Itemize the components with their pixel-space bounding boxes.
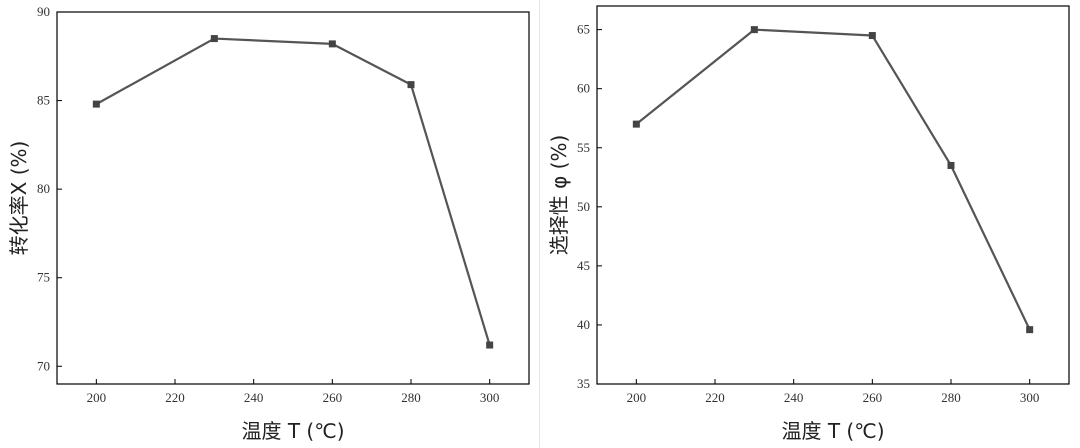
data-point [632, 120, 640, 128]
y-axis-title: 选择性 φ (%) [547, 135, 571, 256]
x-tick-label: 220 [705, 390, 725, 405]
x-tick-label: 300 [480, 390, 500, 405]
conversion-chart: 200 220 240 260 280 300 70 75 80 85 90 温度 T (℃) 转… [7, 4, 530, 443]
data-point [210, 35, 218, 43]
x-tick-label: 200 [627, 390, 647, 405]
data-point [92, 100, 100, 108]
y-tick-label: 80 [37, 181, 50, 196]
data-point [486, 341, 494, 349]
y-tick-label: 45 [577, 258, 590, 273]
selectivity-chart: 200 220 240 260 280 300 35 40 45 50 55 60 65 温度 T (… [547, 5, 1070, 443]
y-tick-label: 70 [37, 358, 50, 373]
x-tick-label: 240 [784, 390, 804, 405]
y-tick-label: 75 [37, 270, 50, 285]
x-tick-label: 280 [401, 390, 421, 405]
y-tick-label: 85 [37, 93, 50, 108]
y-tick-label: 60 [577, 81, 590, 96]
plot-frame [596, 5, 1070, 385]
x-tick-label: 280 [941, 390, 961, 405]
x-tick-label: 200 [87, 390, 107, 405]
data-point [750, 26, 758, 34]
y-tick-label: 55 [577, 140, 590, 155]
y-axis-title: 转化率X (%) [7, 141, 31, 256]
x-tick-label: 260 [863, 390, 883, 405]
x-tick-label: 220 [165, 390, 185, 405]
y-tick-label: 40 [577, 317, 590, 332]
selectivity-chart-panel: 200 220 240 260 280 300 35 40 45 50 55 60 65 温度 T (… [540, 0, 1080, 448]
data-point [868, 32, 876, 40]
data-point [407, 81, 415, 89]
y-tick-label: 50 [577, 199, 590, 214]
series-line [95, 37, 491, 346]
x-axis-title: 温度 T (℃) [782, 419, 885, 443]
y-tick-label: 65 [577, 22, 590, 37]
y-tick-label: 90 [37, 4, 50, 19]
series-line [635, 28, 1031, 331]
data-point [328, 40, 336, 48]
x-tick-label: 240 [244, 390, 264, 405]
data-point [947, 161, 955, 169]
conversion-chart-panel: 200 220 240 260 280 300 70 75 80 85 90 温度 T (℃) 转… [7, 4, 530, 443]
x-tick-label: 300 [1020, 390, 1040, 405]
data-point [1026, 326, 1034, 334]
plot-frame [56, 11, 530, 385]
panel-divider [539, 0, 540, 448]
y-tick-label: 35 [577, 376, 590, 391]
x-tick-label: 260 [323, 390, 343, 405]
x-axis-title: 温度 T (℃) [242, 419, 345, 443]
